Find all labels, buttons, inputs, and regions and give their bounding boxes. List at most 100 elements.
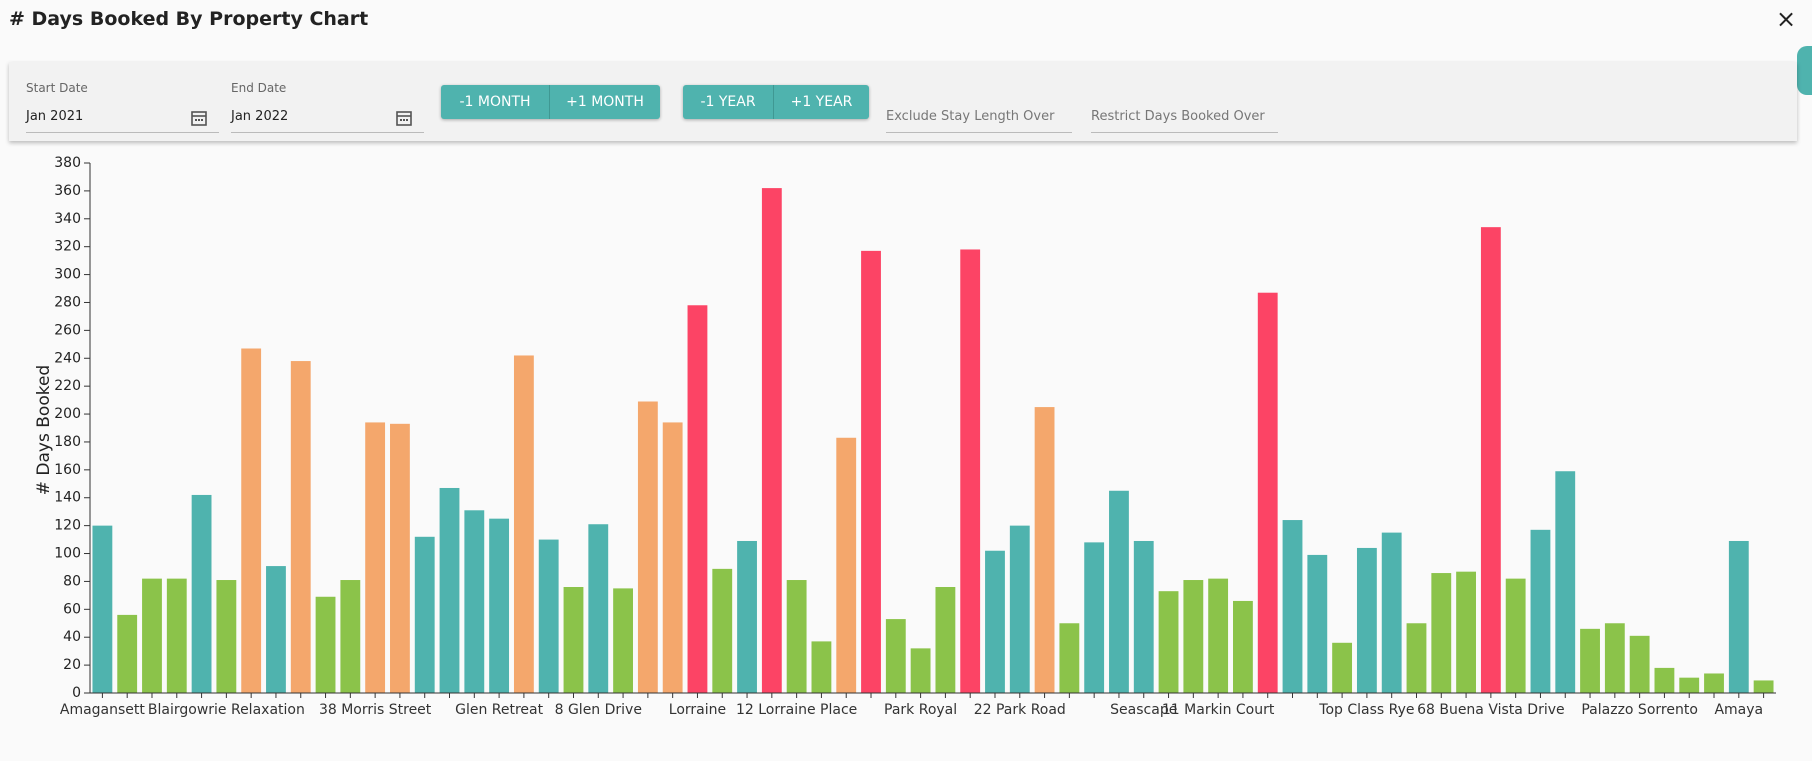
bar — [811, 641, 832, 693]
bar — [960, 249, 981, 693]
bar — [1406, 623, 1427, 693]
bar — [712, 568, 733, 693]
bar — [1133, 540, 1154, 693]
y-tick-label: 80 — [63, 573, 81, 589]
start-date-value[interactable]: Jan 2021 — [26, 109, 84, 124]
bar — [464, 510, 485, 693]
bar — [414, 536, 435, 693]
x-tick-label: 12 Lorraine Place — [736, 702, 857, 718]
restrict-days-field[interactable]: Restrict Days Booked Over — [1091, 109, 1265, 124]
x-tick-label: Amaya — [1714, 702, 1763, 718]
y-tick-label: 300 — [54, 267, 81, 283]
bar — [1257, 292, 1278, 693]
bar — [1530, 529, 1551, 693]
y-axis-label: # Days Booked — [34, 365, 54, 495]
end-date-underline — [231, 132, 424, 133]
bar — [786, 580, 807, 693]
bar — [1307, 554, 1328, 693]
plus-month-button[interactable]: +1 MONTH — [549, 85, 660, 119]
bar — [1208, 578, 1229, 693]
y-tick-label: 0 — [72, 685, 81, 701]
exclude-stay-field[interactable]: Exclude Stay Length Over — [886, 109, 1055, 124]
bar — [166, 578, 187, 693]
bar — [1109, 490, 1129, 693]
bar — [290, 361, 311, 693]
bar — [1654, 667, 1675, 693]
y-tick-label: 380 — [54, 155, 81, 171]
bar — [1580, 628, 1600, 693]
bar — [489, 518, 510, 693]
bar — [662, 422, 683, 693]
bar — [513, 355, 534, 693]
bar — [861, 250, 881, 694]
x-tick-label: Lorraine — [669, 702, 726, 718]
bar — [1480, 227, 1501, 693]
bar — [1233, 600, 1253, 693]
bar — [1679, 677, 1700, 693]
calendar-icon[interactable] — [395, 109, 413, 127]
year-buttons: -1 YEAR +1 YEAR — [683, 85, 869, 119]
bar — [1158, 591, 1179, 693]
bar — [836, 437, 857, 693]
bar — [1505, 578, 1526, 693]
end-date-label: End Date — [231, 81, 287, 95]
bar — [1431, 573, 1452, 693]
y-tick-label: 100 — [54, 546, 81, 562]
dialog-title: # Days Booked By Property Chart — [9, 8, 369, 30]
x-tick-label: 11 Markin Court — [1162, 702, 1275, 718]
y-tick-label: 120 — [54, 518, 81, 534]
bar — [1084, 542, 1105, 693]
x-tick-label: Glen Retreat — [455, 702, 544, 718]
minus-month-button[interactable]: -1 MONTH — [459, 94, 531, 110]
y-tick-label: 360 — [54, 183, 81, 199]
x-tick-label: 68 Buena Vista Drive — [1417, 702, 1565, 718]
bar — [340, 580, 361, 693]
side-tab[interactable] — [1797, 46, 1812, 95]
bar — [1704, 673, 1724, 693]
bar — [142, 578, 162, 693]
y-tick-label: 280 — [54, 294, 81, 310]
month-buttons: -1 MONTH +1 MONTH — [441, 85, 660, 119]
minus-year-button[interactable]: -1 YEAR — [700, 94, 756, 110]
bar — [1332, 642, 1353, 693]
y-tick-label: 140 — [54, 490, 81, 506]
y-tick-label: 340 — [54, 211, 81, 227]
x-tick-label: 22 Park Road — [974, 702, 1066, 718]
close-button[interactable]: × — [1776, 5, 1797, 33]
x-tick-label: Amagansett — [60, 702, 146, 718]
bar — [613, 588, 633, 693]
bar — [985, 550, 1005, 693]
x-tick-label: Palazzo Sorrento — [1581, 702, 1698, 718]
restrict-days-underline — [1091, 132, 1278, 133]
bar — [1282, 520, 1303, 693]
end-date-value[interactable]: Jan 2022 — [231, 109, 289, 124]
bar — [390, 423, 410, 693]
bar — [1059, 623, 1080, 693]
x-tick-label: Top Class Rye — [1318, 702, 1414, 718]
bar — [910, 648, 931, 693]
bar — [538, 539, 559, 693]
calendar-icon[interactable] — [190, 109, 208, 127]
bar — [439, 487, 460, 693]
bar — [1728, 540, 1749, 693]
y-tick-label: 60 — [63, 601, 81, 617]
bar — [92, 525, 113, 693]
bar — [1604, 623, 1625, 693]
start-date-underline — [26, 132, 219, 133]
y-tick-label: 160 — [54, 462, 81, 478]
bar — [365, 422, 386, 693]
bar — [1183, 580, 1204, 693]
exclude-stay-underline — [886, 132, 1072, 133]
bar — [1753, 680, 1774, 693]
bar — [315, 596, 336, 693]
plus-year-button[interactable]: +1 YEAR — [773, 85, 869, 119]
bar — [216, 580, 237, 693]
x-tick-label: Blairgowrie Relaxation — [148, 702, 305, 718]
bar — [885, 619, 906, 693]
y-tick-label: 240 — [54, 350, 81, 366]
bar — [117, 614, 138, 693]
bar — [1356, 547, 1377, 693]
y-tick-label: 180 — [54, 434, 81, 450]
